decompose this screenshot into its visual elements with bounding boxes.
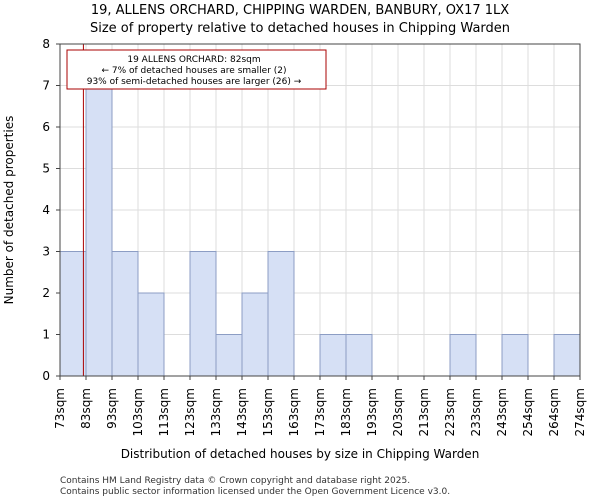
bar xyxy=(267,251,295,377)
bar xyxy=(553,334,581,377)
bar xyxy=(449,334,477,377)
x-tick-label: 213sqm xyxy=(417,388,431,436)
x-tick-label: 153sqm xyxy=(261,388,275,436)
x-tick-label: 254sqm xyxy=(521,388,535,436)
y-tick-label: 7 xyxy=(42,79,50,93)
x-axis-label: Distribution of detached houses by size … xyxy=(121,447,480,461)
y-axis-label: Number of detached properties xyxy=(2,116,16,305)
y-tick-label: 1 xyxy=(42,328,50,342)
y-tick-label: 3 xyxy=(42,245,50,259)
annotation-line-3: 93% of semi-detached houses are larger (… xyxy=(87,77,302,87)
bar xyxy=(345,334,373,377)
x-tick-label: 274sqm xyxy=(573,388,587,436)
bar xyxy=(85,85,113,377)
x-tick-label: 223sqm xyxy=(443,388,457,436)
y-axis-ticks: 0 1 2 3 4 5 6 7 8 xyxy=(42,37,60,383)
x-tick-label: 103sqm xyxy=(131,388,145,436)
y-tick-label: 0 xyxy=(42,369,50,383)
bar xyxy=(189,251,217,377)
x-tick-label: 113sqm xyxy=(157,388,171,436)
x-tick-label: 163sqm xyxy=(287,388,301,436)
x-tick-label: 123sqm xyxy=(183,388,197,436)
x-tick-label: 193sqm xyxy=(365,388,379,436)
bar xyxy=(215,334,243,377)
y-tick-label: 8 xyxy=(42,37,50,51)
x-tick-label: 183sqm xyxy=(339,388,353,436)
chart-title: 19, ALLENS ORCHARD, CHIPPING WARDEN, BAN… xyxy=(91,3,509,18)
x-tick-label: 233sqm xyxy=(469,388,483,436)
annotation-line-1: 19 ALLENS ORCHARD: 82sqm xyxy=(127,55,260,65)
bar xyxy=(241,292,269,377)
x-tick-label: 83sqm xyxy=(79,388,93,429)
bar xyxy=(137,292,165,377)
bar xyxy=(501,334,529,377)
x-tick-label: 243sqm xyxy=(495,388,509,436)
chart-subtitle: Size of property relative to detached ho… xyxy=(90,21,510,36)
x-axis-ticks: 73sqm 83sqm 93sqm 103sqm 113sqm 123sqm 133sqm 1… xyxy=(53,376,587,436)
bar xyxy=(319,334,347,377)
x-tick-label: 93sqm xyxy=(105,388,119,429)
y-tick-label: 4 xyxy=(42,203,50,217)
x-tick-label: 133sqm xyxy=(209,388,223,436)
x-tick-label: 73sqm xyxy=(53,388,67,429)
footer-line-1: Contains HM Land Registry data © Crown c… xyxy=(60,476,410,486)
x-tick-label: 143sqm xyxy=(235,388,249,436)
x-tick-label: 203sqm xyxy=(391,388,405,436)
x-tick-label: 264sqm xyxy=(547,388,561,436)
annotation-line-2: ← 7% of detached houses are smaller (2) xyxy=(101,66,286,76)
annotation-box: 19 ALLENS ORCHARD: 82sqm ← 7% of detache… xyxy=(66,49,327,90)
y-tick-label: 5 xyxy=(42,162,50,176)
footer-line-2: Contains public sector information licen… xyxy=(60,487,450,497)
bar xyxy=(111,251,139,377)
bar xyxy=(59,251,87,377)
y-tick-label: 6 xyxy=(42,120,50,134)
y-tick-label: 2 xyxy=(42,286,50,300)
x-tick-label: 173sqm xyxy=(313,388,327,436)
bars xyxy=(59,85,581,377)
